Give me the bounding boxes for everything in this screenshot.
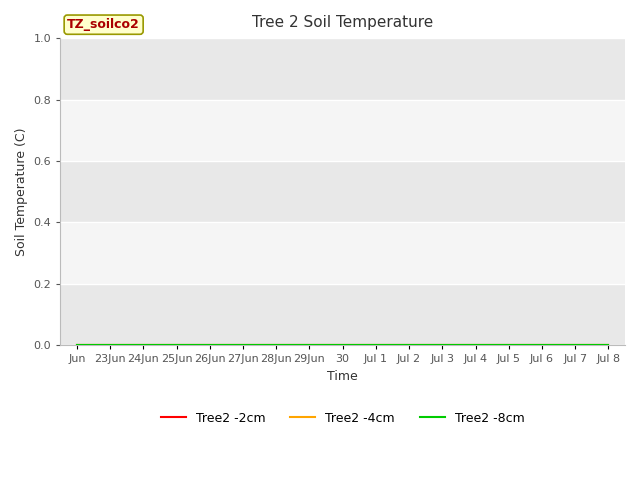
Title: Tree 2 Soil Temperature: Tree 2 Soil Temperature — [252, 15, 433, 30]
Tree2 -4cm — [505, 342, 513, 348]
Tree2 -2cm — [173, 342, 180, 348]
Tree2 -8cm — [538, 342, 546, 348]
Tree2 -4cm — [206, 342, 214, 348]
Tree2 -8cm — [405, 342, 413, 348]
Tree2 -8cm — [572, 342, 579, 348]
Tree2 -8cm — [339, 342, 346, 348]
Tree2 -4cm — [472, 342, 479, 348]
Tree2 -4cm — [605, 342, 612, 348]
Tree2 -4cm — [572, 342, 579, 348]
Bar — [60, 222, 625, 284]
Bar — [60, 99, 625, 161]
Tree2 -8cm — [206, 342, 214, 348]
Tree2 -2cm — [239, 342, 247, 348]
Tree2 -4cm — [73, 342, 81, 348]
Tree2 -2cm — [538, 342, 546, 348]
Y-axis label: Soil Temperature (C): Soil Temperature (C) — [15, 127, 28, 256]
Tree2 -2cm — [140, 342, 147, 348]
Tree2 -8cm — [106, 342, 114, 348]
Tree2 -4cm — [372, 342, 380, 348]
Tree2 -8cm — [472, 342, 479, 348]
Bar — [60, 161, 625, 222]
Tree2 -8cm — [173, 342, 180, 348]
Tree2 -8cm — [306, 342, 314, 348]
Tree2 -2cm — [73, 342, 81, 348]
Tree2 -2cm — [306, 342, 314, 348]
Tree2 -2cm — [273, 342, 280, 348]
Bar — [60, 38, 625, 99]
Tree2 -8cm — [505, 342, 513, 348]
Text: TZ_soilco2: TZ_soilco2 — [67, 18, 140, 31]
Tree2 -4cm — [173, 342, 180, 348]
Tree2 -2cm — [438, 342, 446, 348]
Tree2 -2cm — [505, 342, 513, 348]
Tree2 -4cm — [339, 342, 346, 348]
Bar — [60, 284, 625, 345]
Tree2 -8cm — [273, 342, 280, 348]
Tree2 -2cm — [605, 342, 612, 348]
Tree2 -4cm — [538, 342, 546, 348]
Tree2 -2cm — [472, 342, 479, 348]
Tree2 -4cm — [106, 342, 114, 348]
Tree2 -8cm — [438, 342, 446, 348]
Tree2 -8cm — [239, 342, 247, 348]
X-axis label: Time: Time — [327, 370, 358, 383]
Tree2 -8cm — [605, 342, 612, 348]
Tree2 -2cm — [372, 342, 380, 348]
Tree2 -4cm — [438, 342, 446, 348]
Tree2 -8cm — [140, 342, 147, 348]
Tree2 -2cm — [572, 342, 579, 348]
Tree2 -4cm — [140, 342, 147, 348]
Legend: Tree2 -2cm, Tree2 -4cm, Tree2 -8cm: Tree2 -2cm, Tree2 -4cm, Tree2 -8cm — [156, 407, 530, 430]
Tree2 -2cm — [106, 342, 114, 348]
Tree2 -2cm — [206, 342, 214, 348]
Tree2 -8cm — [372, 342, 380, 348]
Tree2 -4cm — [405, 342, 413, 348]
Tree2 -4cm — [273, 342, 280, 348]
Tree2 -4cm — [306, 342, 314, 348]
Tree2 -2cm — [405, 342, 413, 348]
Tree2 -2cm — [339, 342, 346, 348]
Tree2 -4cm — [239, 342, 247, 348]
Tree2 -8cm — [73, 342, 81, 348]
